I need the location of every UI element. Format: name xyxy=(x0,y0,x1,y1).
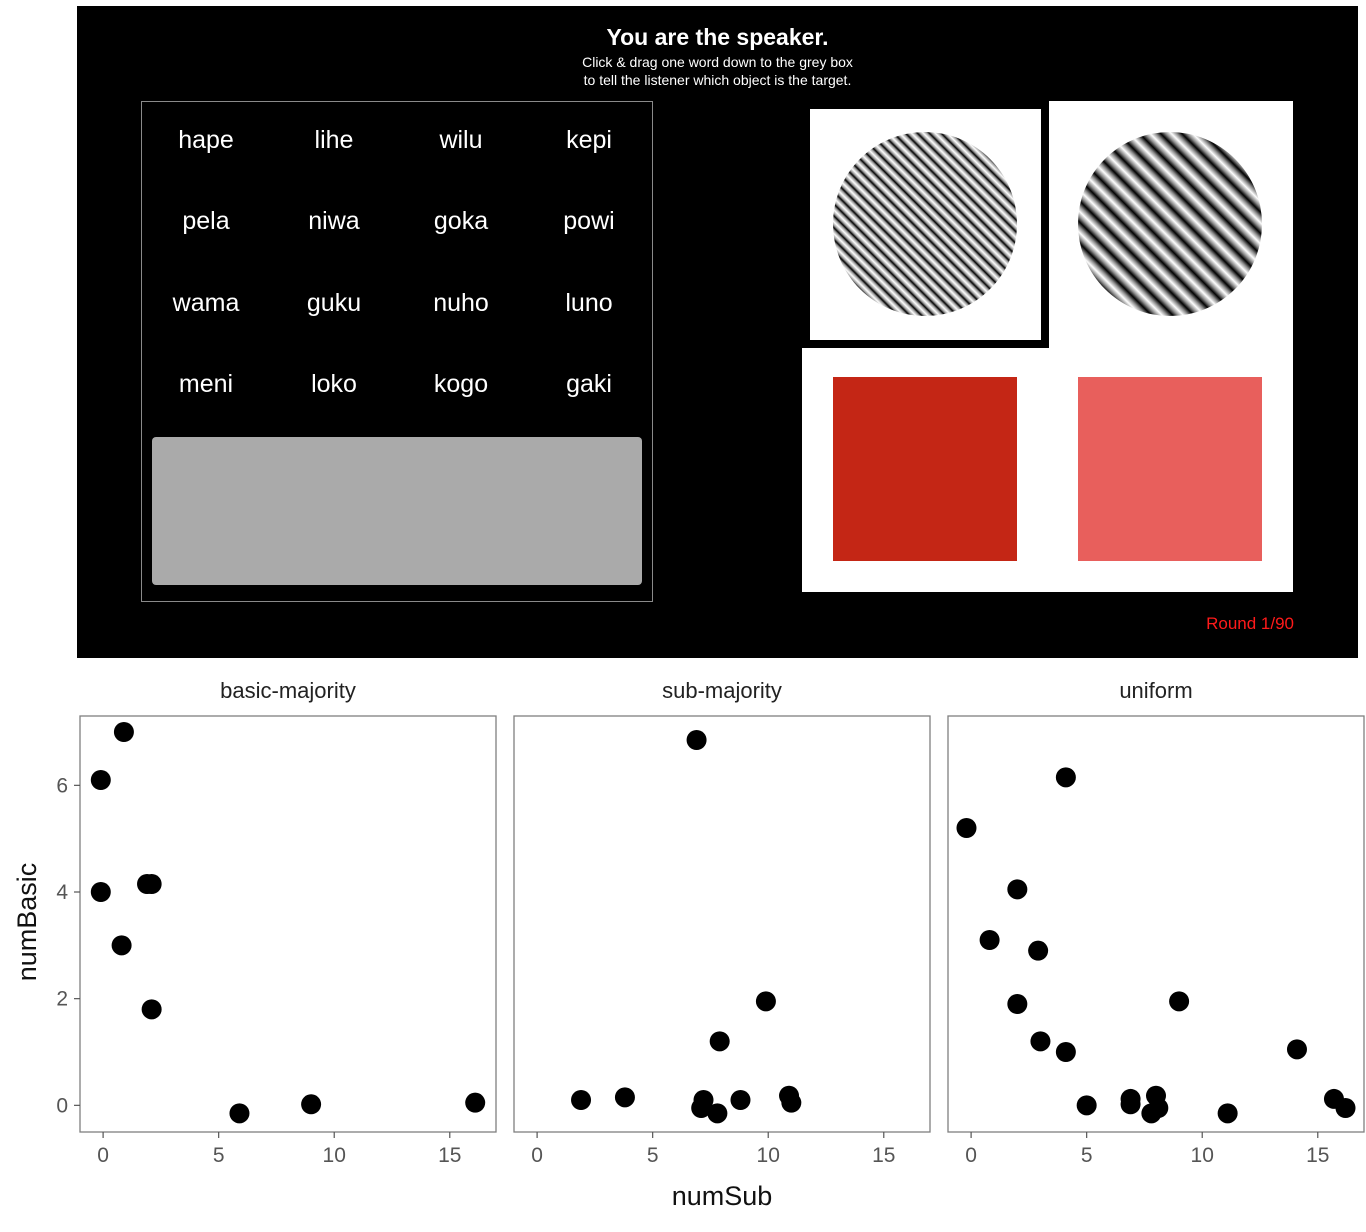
word-wilu[interactable]: wilu xyxy=(439,126,483,154)
instruction-line-2: to tell the listener which object is the… xyxy=(583,72,852,88)
speaker-game-screen: You are the speaker. Click & drag one wo… xyxy=(77,6,1358,658)
y-axis-title: numBasic xyxy=(12,863,42,982)
data-point xyxy=(90,770,111,790)
x-tick-label: 10 xyxy=(1191,1144,1214,1167)
x-tick-label: 0 xyxy=(97,1144,109,1167)
data-point xyxy=(141,874,162,894)
data-point xyxy=(1217,1103,1238,1124)
facet-title: uniform xyxy=(1119,678,1192,703)
data-point xyxy=(693,1090,714,1110)
facet-frame xyxy=(79,715,497,1133)
facet-frame xyxy=(513,715,931,1133)
data-point xyxy=(1335,1098,1356,1118)
round-counter: Round 1/90 xyxy=(1206,614,1294,633)
fine-grating-circle xyxy=(833,132,1017,316)
data-point xyxy=(1028,940,1049,961)
data-point xyxy=(1007,879,1028,900)
data-point xyxy=(465,1092,486,1113)
facet-basic-majority: basic-majority 0 5 10 15 0 2 4 6 xyxy=(56,678,497,1167)
data-point xyxy=(1148,1098,1169,1118)
data-point xyxy=(707,1103,728,1124)
x-tick-label: 0 xyxy=(531,1144,543,1167)
object-light-red-swatch xyxy=(1078,377,1262,561)
object-red-swatch xyxy=(833,377,1017,561)
word-powi[interactable]: powi xyxy=(563,207,615,235)
word-guku[interactable]: guku xyxy=(306,289,362,317)
data-point xyxy=(229,1103,250,1124)
facet-frame xyxy=(947,715,1365,1133)
object-display xyxy=(802,101,1293,592)
data-point xyxy=(1007,994,1028,1014)
word-wama[interactable]: wama xyxy=(172,289,240,317)
y-tick-label: 2 xyxy=(56,988,68,1011)
y-tick-label: 0 xyxy=(56,1094,68,1117)
x-tick-label: 15 xyxy=(438,1144,461,1167)
data-point xyxy=(571,1090,592,1110)
data-point xyxy=(956,818,977,838)
word-pela[interactable]: pela xyxy=(182,207,230,235)
y-tick-label: 4 xyxy=(56,881,68,904)
word-meni[interactable]: meni xyxy=(178,370,234,398)
word-kogo[interactable]: kogo xyxy=(433,370,489,398)
data-point xyxy=(1120,1094,1141,1115)
facet-title: basic-majority xyxy=(220,678,356,703)
data-point xyxy=(301,1094,322,1115)
facet-title: sub-majority xyxy=(662,678,782,703)
coarse-grating-circle xyxy=(1078,132,1262,316)
data-point xyxy=(1055,1042,1076,1062)
x-tick-label: 5 xyxy=(213,1144,225,1167)
x-tick-label: 5 xyxy=(647,1144,659,1167)
target-highlight-frame xyxy=(802,101,1049,348)
scatter-facet-plot: basic-majority 0 5 10 15 0 2 4 6 sub-majority 0 5 10… xyxy=(12,678,1365,1211)
data-point xyxy=(755,991,776,1012)
data-point xyxy=(90,882,111,902)
x-tick-label: 0 xyxy=(965,1144,977,1167)
word-luno[interactable]: luno xyxy=(565,289,613,317)
data-point xyxy=(979,930,1000,950)
word-lihe[interactable]: lihe xyxy=(314,126,354,154)
role-title: You are the speaker. xyxy=(606,24,829,50)
x-axis-title: numSub xyxy=(672,1181,773,1211)
x-tick-label: 15 xyxy=(1306,1144,1329,1167)
facet-sub-majority: sub-majority 0 5 10 15 xyxy=(513,678,931,1167)
x-tick-label: 15 xyxy=(872,1144,895,1167)
y-tick-label: 6 xyxy=(56,774,68,797)
facet-panels: basic-majority 0 5 10 15 0 2 4 6 sub-majority 0 5 10… xyxy=(56,678,1365,1167)
word-kepi[interactable]: kepi xyxy=(566,126,612,154)
data-point xyxy=(709,1031,730,1052)
data-point xyxy=(1169,991,1190,1012)
data-point xyxy=(1055,767,1076,788)
word-gaki[interactable]: gaki xyxy=(566,370,612,398)
x-tick-label: 5 xyxy=(1081,1144,1093,1167)
data-point xyxy=(113,722,134,742)
data-point xyxy=(781,1092,802,1113)
data-point xyxy=(730,1090,751,1110)
word-nuho[interactable]: nuho xyxy=(433,289,489,317)
word-loko[interactable]: loko xyxy=(311,370,357,398)
instruction-line-1: Click & drag one word down to the grey b… xyxy=(582,54,853,70)
utterance-drop-box[interactable] xyxy=(152,437,642,585)
x-tick-label: 10 xyxy=(757,1144,780,1167)
word-goka[interactable]: goka xyxy=(433,207,489,235)
data-point xyxy=(111,935,132,956)
x-tick-label: 10 xyxy=(323,1144,346,1167)
facet-uniform: uniform 0 5 10 15 xyxy=(947,678,1365,1167)
word-bank-panel: hape lihe wilu kepi pela niwa goka powi wama guku… xyxy=(141,101,653,602)
data-point xyxy=(141,999,162,1020)
data-point xyxy=(1286,1039,1307,1060)
word-hape[interactable]: hape xyxy=(178,126,234,154)
data-point xyxy=(686,730,707,750)
data-point xyxy=(1076,1095,1097,1116)
data-point xyxy=(1030,1031,1051,1052)
word-niwa[interactable]: niwa xyxy=(308,207,360,235)
data-point xyxy=(614,1087,635,1108)
